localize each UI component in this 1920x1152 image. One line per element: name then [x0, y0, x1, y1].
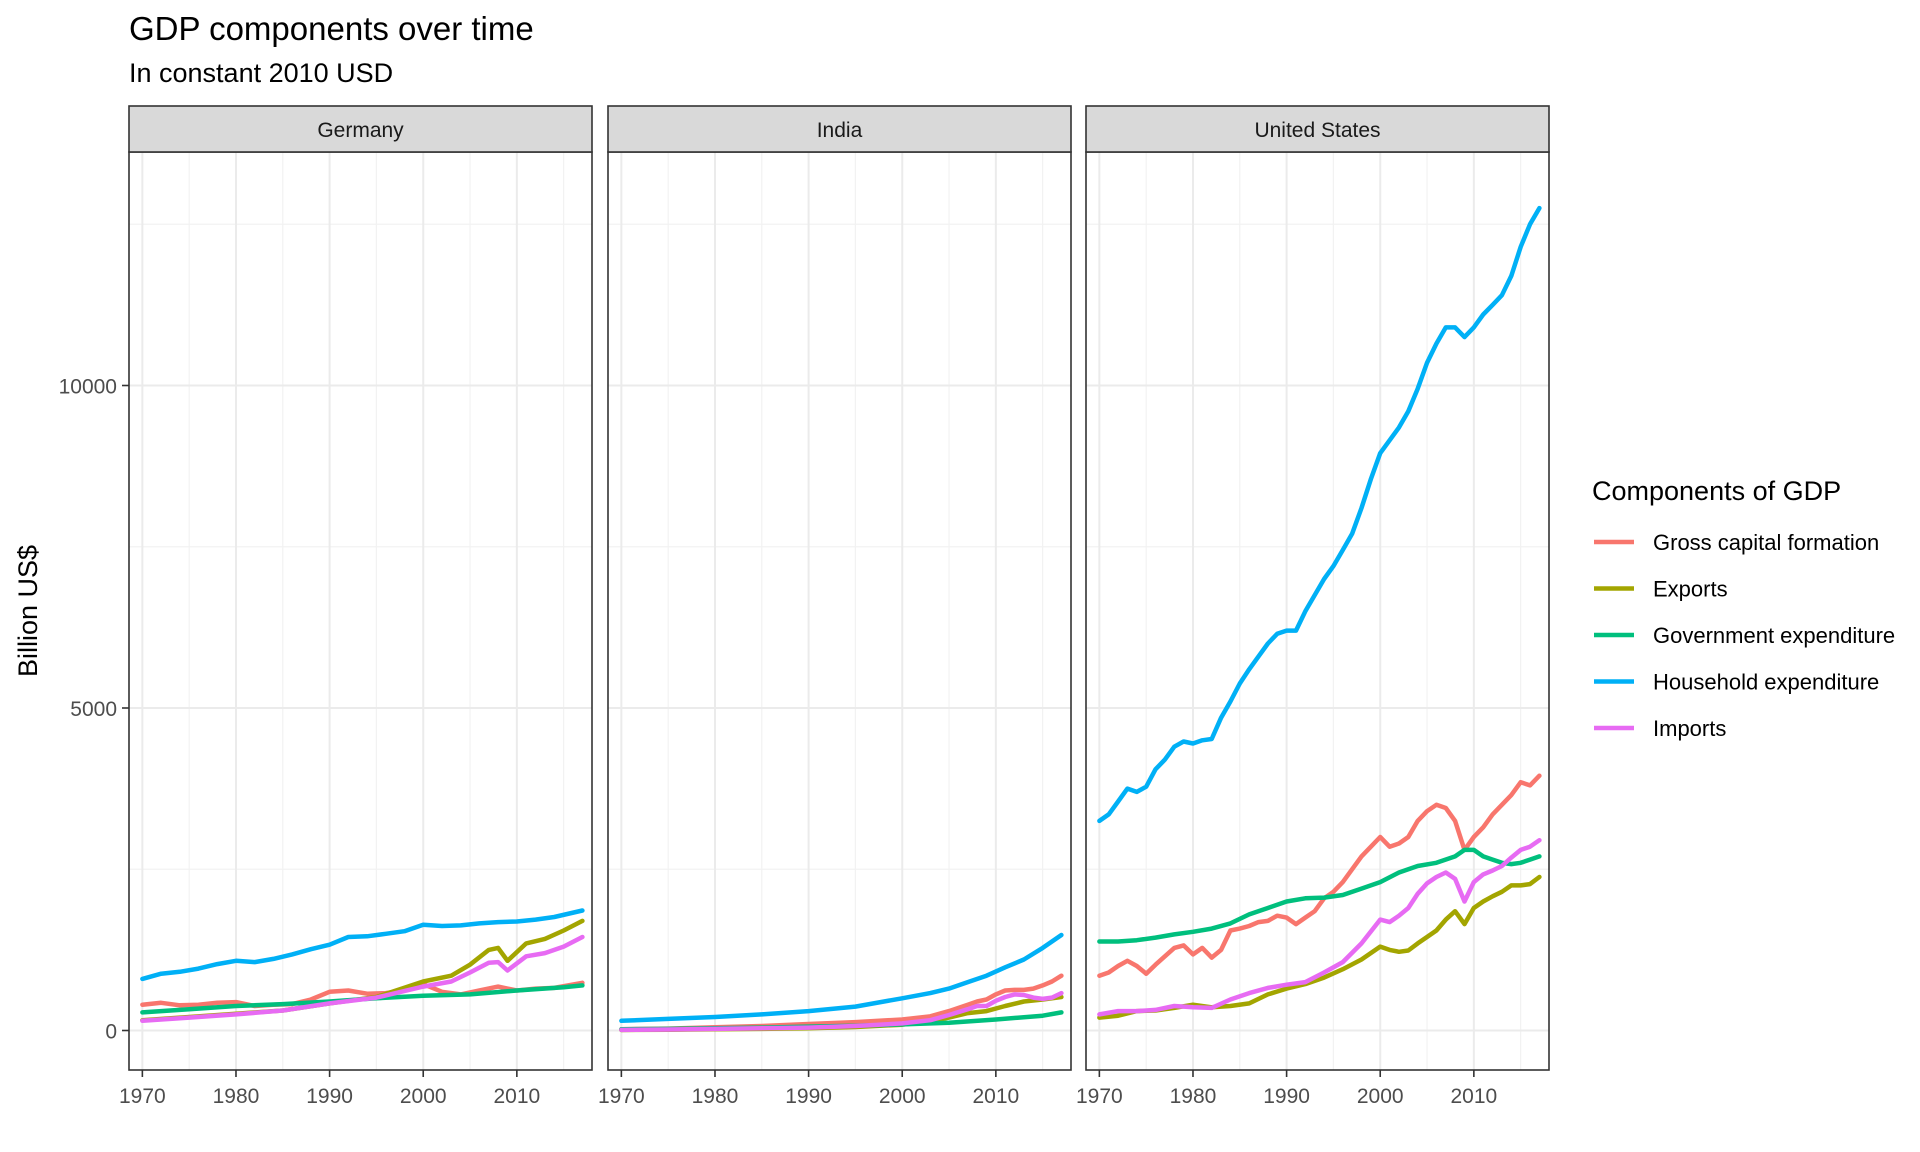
- y-tick-label: 0: [105, 1021, 117, 1044]
- x-tick-label: 1980: [692, 1085, 739, 1108]
- x-tick-label: 1970: [598, 1085, 645, 1108]
- panel-background: [608, 152, 1071, 1070]
- legend-label: Imports: [1653, 716, 1726, 741]
- series-line: [140, 980, 585, 1009]
- facet-label: Germany: [317, 119, 404, 142]
- x-tick-label: 1990: [1263, 1085, 1310, 1108]
- panel-background: [129, 152, 592, 1070]
- series-line: [619, 990, 1064, 1033]
- facet-strip: [128, 105, 593, 153]
- facet-strip: [607, 105, 1072, 153]
- legend-label: Household expenditure: [1653, 670, 1879, 695]
- x-tick-label: 2010: [493, 1085, 540, 1108]
- x-tick-label: 2000: [1357, 1085, 1404, 1108]
- legend-label: Government expenditure: [1653, 623, 1895, 648]
- x-tick-label: 2000: [879, 1085, 926, 1108]
- series-line: [1097, 847, 1542, 944]
- x-tick-label: 1970: [1076, 1085, 1123, 1108]
- legend-label: Gross capital formation: [1653, 530, 1879, 555]
- y-axis-title: Billion US$: [13, 545, 43, 677]
- facet-label: India: [817, 119, 863, 142]
- chart-subtitle: In constant 2010 USD: [129, 58, 394, 88]
- x-tick-label: 1980: [1170, 1085, 1217, 1108]
- x-tick-label: 1990: [306, 1085, 353, 1108]
- x-tick-label: 1980: [213, 1085, 260, 1108]
- x-tick-label: 1990: [785, 1085, 832, 1108]
- x-tick-label: 2010: [1450, 1085, 1497, 1108]
- series-line: [140, 934, 585, 1024]
- panel-background: [1086, 152, 1549, 1070]
- legend-label: Exports: [1653, 577, 1728, 602]
- series-line: [1097, 205, 1542, 824]
- series-line: [619, 932, 1064, 1024]
- x-tick-label: 1970: [119, 1085, 166, 1108]
- chart-title: GDP components over time: [129, 10, 534, 47]
- facet-label: United States: [1254, 119, 1380, 142]
- y-tick-label: 5000: [70, 698, 117, 721]
- x-tick-label: 2000: [400, 1085, 447, 1108]
- series-line: [140, 908, 585, 982]
- x-tick-label: 2010: [972, 1085, 1019, 1108]
- legend-title: Components of GDP: [1592, 476, 1841, 506]
- y-tick-label: 10000: [59, 376, 117, 399]
- series-line: [1097, 837, 1542, 1017]
- facet-strip: [1085, 105, 1550, 153]
